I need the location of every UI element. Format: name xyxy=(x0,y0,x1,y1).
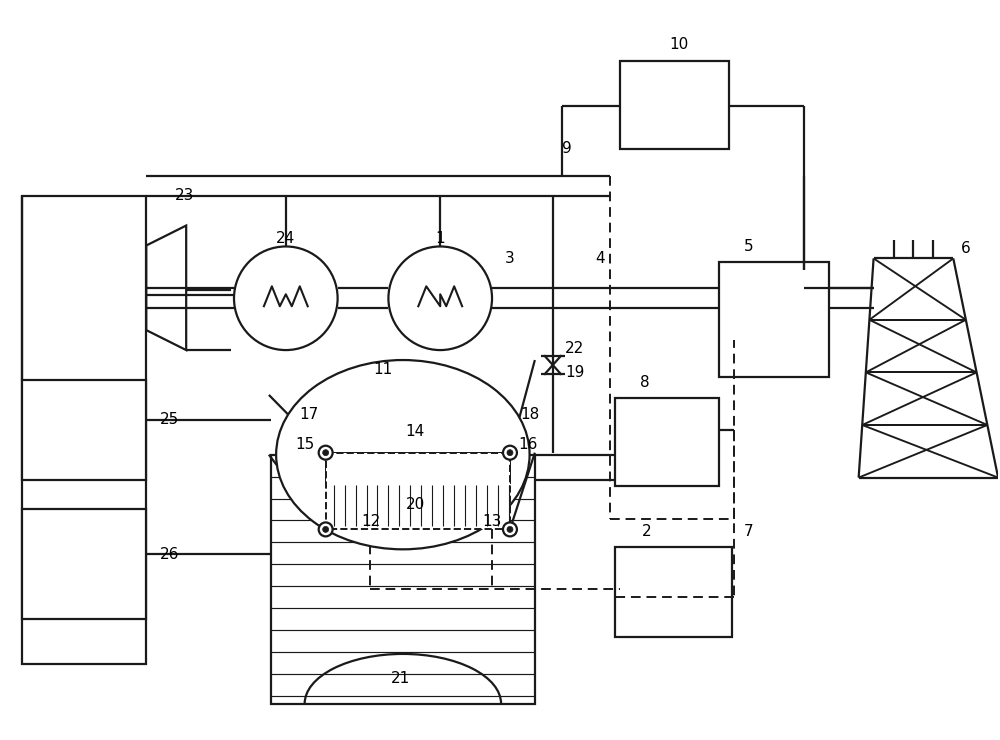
Bar xyxy=(22,380,146,480)
Circle shape xyxy=(319,522,333,536)
Text: 6: 6 xyxy=(961,241,971,256)
Polygon shape xyxy=(146,226,186,350)
Text: 11: 11 xyxy=(373,363,392,377)
Circle shape xyxy=(507,450,513,456)
Bar xyxy=(620,61,729,149)
Text: 4: 4 xyxy=(595,251,604,266)
Text: 18: 18 xyxy=(520,407,540,423)
Bar xyxy=(615,548,732,637)
Circle shape xyxy=(323,526,329,532)
Bar xyxy=(22,195,146,664)
Bar xyxy=(271,454,535,704)
Bar xyxy=(326,453,510,482)
Text: 2: 2 xyxy=(642,524,651,539)
Text: 5: 5 xyxy=(744,239,754,254)
Circle shape xyxy=(234,246,338,350)
Bar xyxy=(326,453,510,529)
Circle shape xyxy=(323,450,329,456)
Circle shape xyxy=(503,445,517,460)
Text: 25: 25 xyxy=(160,412,179,427)
Circle shape xyxy=(319,445,333,460)
Text: 23: 23 xyxy=(175,188,194,204)
Text: 19: 19 xyxy=(565,366,584,380)
Text: 1: 1 xyxy=(435,231,445,246)
Text: 12: 12 xyxy=(361,514,380,529)
Text: 15: 15 xyxy=(295,437,314,452)
Text: 8: 8 xyxy=(640,375,649,391)
Text: 3: 3 xyxy=(505,251,515,266)
Bar xyxy=(615,398,719,485)
Text: 9: 9 xyxy=(562,141,572,156)
Text: 13: 13 xyxy=(482,514,502,529)
Text: 21: 21 xyxy=(391,671,410,686)
Text: 20: 20 xyxy=(406,497,425,512)
Text: 14: 14 xyxy=(406,424,425,440)
Text: 10: 10 xyxy=(670,37,689,52)
Text: 17: 17 xyxy=(299,407,318,423)
Bar xyxy=(719,263,829,377)
Text: 24: 24 xyxy=(276,231,295,246)
Ellipse shape xyxy=(276,360,530,549)
Circle shape xyxy=(503,522,517,536)
Text: 7: 7 xyxy=(744,524,754,539)
Bar xyxy=(22,509,146,619)
Circle shape xyxy=(507,526,513,532)
Circle shape xyxy=(388,246,492,350)
Text: 22: 22 xyxy=(565,340,584,356)
Text: 16: 16 xyxy=(518,437,538,452)
Text: 26: 26 xyxy=(160,547,179,562)
